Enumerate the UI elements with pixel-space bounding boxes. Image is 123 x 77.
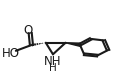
Polygon shape <box>66 43 80 46</box>
Text: NH: NH <box>44 55 62 68</box>
Text: HO: HO <box>1 47 19 60</box>
Text: O: O <box>24 24 33 37</box>
Text: H: H <box>49 63 57 73</box>
